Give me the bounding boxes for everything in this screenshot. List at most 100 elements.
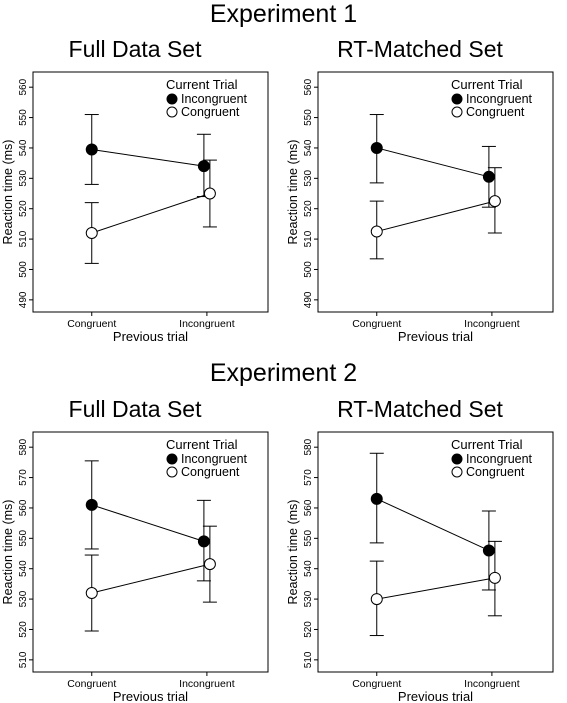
data-point [482, 170, 495, 183]
y-tick-label: 560 [303, 499, 314, 516]
x-tick-label: Congruent [67, 318, 116, 330]
y-tick-label: 540 [18, 560, 29, 577]
legend-marker [451, 466, 463, 478]
legend-label: Congruent [181, 105, 240, 119]
data-point [85, 498, 98, 511]
y-axis-label: Reaction time (ms) [1, 500, 15, 605]
chart-title-exp2-matched: RT-Matched Set [337, 396, 503, 422]
series-line [376, 577, 495, 600]
y-tick-label: 510 [303, 651, 314, 668]
y-tick-label: 570 [18, 469, 29, 486]
y-tick-label: 550 [303, 530, 314, 547]
y-tick-label: 530 [18, 590, 29, 607]
legend-title: Current Trial [166, 437, 238, 452]
y-tick-label: 530 [18, 170, 29, 187]
data-point [85, 227, 98, 240]
x-axis-label: Previous trial [113, 689, 188, 703]
x-axis-label: Previous trial [398, 329, 473, 344]
plot-frame [32, 431, 269, 673]
data-point [488, 571, 501, 584]
series-line [91, 193, 211, 234]
y-tick-label: 490 [18, 291, 29, 308]
y-tick-label: 550 [18, 530, 29, 547]
y-tick-label: 570 [303, 469, 314, 486]
plot-frame [317, 71, 554, 313]
y-tick-label: 540 [18, 139, 29, 156]
legend-marker [451, 93, 463, 105]
legend-label: Congruent [466, 105, 525, 119]
plot-frame [317, 431, 554, 673]
legend-title: Current Trial [451, 77, 523, 92]
series-line [91, 563, 211, 594]
chart-title-exp1-full: Full Data Set [68, 36, 202, 62]
y-tick-label: 530 [303, 170, 314, 187]
y-tick-label: 530 [303, 590, 314, 607]
x-tick-label: Congruent [352, 678, 401, 690]
y-tick-label: 500 [303, 261, 314, 278]
series-line [376, 200, 496, 232]
x-tick-label: Incongruent [179, 318, 235, 330]
data-point [203, 187, 216, 200]
data-point [203, 558, 216, 571]
data-point [85, 587, 98, 600]
experiment-1-title: Experiment 1 [209, 0, 358, 28]
data-point [482, 544, 495, 557]
series-line [91, 504, 205, 542]
y-tick-label: 560 [18, 499, 29, 516]
x-axis-label: Previous trial [113, 329, 188, 344]
y-tick-label: 540 [303, 560, 314, 577]
y-tick-label: 520 [18, 621, 29, 638]
series-line [376, 498, 490, 551]
data-point [197, 535, 210, 548]
x-tick-label: Incongruent [464, 678, 520, 690]
legend-label: Incongruent [466, 452, 533, 466]
plot-frame [32, 71, 269, 313]
y-axis-label: Reaction time (ms) [286, 500, 300, 605]
y-tick-label: 520 [303, 621, 314, 638]
y-tick-label: 510 [303, 230, 314, 247]
x-tick-label: Congruent [67, 678, 116, 690]
legend-title: Current Trial [451, 437, 523, 452]
y-tick-label: 490 [303, 291, 314, 308]
y-tick-label: 560 [18, 78, 29, 95]
chart-title-exp1-matched: RT-Matched Set [337, 36, 503, 62]
y-axis-label: Reaction time (ms) [1, 140, 15, 245]
legend-marker [451, 453, 463, 465]
x-tick-label: Incongruent [179, 678, 235, 690]
legend-marker [166, 466, 178, 478]
y-tick-label: 500 [18, 261, 29, 278]
data-point [197, 160, 210, 173]
legend-title: Current Trial [166, 77, 238, 92]
y-tick-label: 550 [18, 109, 29, 126]
x-tick-label: Incongruent [464, 318, 520, 330]
legend-marker [166, 106, 178, 118]
legend-label: Incongruent [181, 92, 248, 106]
data-point [85, 143, 98, 156]
legend-marker [166, 93, 178, 105]
y-tick-label: 550 [303, 109, 314, 126]
y-tick-label: 580 [303, 438, 314, 455]
experiment-2-title: Experiment 2 [209, 359, 358, 387]
x-axis-label: Previous trial [398, 689, 473, 703]
data-point [370, 141, 383, 154]
data-point [370, 593, 383, 606]
y-tick-label: 580 [18, 438, 29, 455]
legend-marker [166, 453, 178, 465]
y-tick-label: 520 [303, 200, 314, 217]
x-tick-label: Congruent [352, 318, 401, 330]
legend-label: Incongruent [466, 92, 533, 106]
chart-title-exp2-full: Full Data Set [68, 396, 202, 422]
y-axis-label: Reaction time (ms) [286, 140, 300, 245]
y-tick-label: 510 [18, 651, 29, 668]
legend-label: Congruent [181, 465, 240, 479]
y-tick-label: 540 [303, 139, 314, 156]
data-point [488, 195, 501, 208]
y-tick-label: 520 [18, 200, 29, 217]
series-line [376, 147, 490, 178]
y-tick-label: 510 [18, 230, 29, 247]
legend-marker [451, 106, 463, 118]
y-tick-label: 560 [303, 78, 314, 95]
series-line [91, 148, 204, 167]
data-point [370, 492, 383, 505]
